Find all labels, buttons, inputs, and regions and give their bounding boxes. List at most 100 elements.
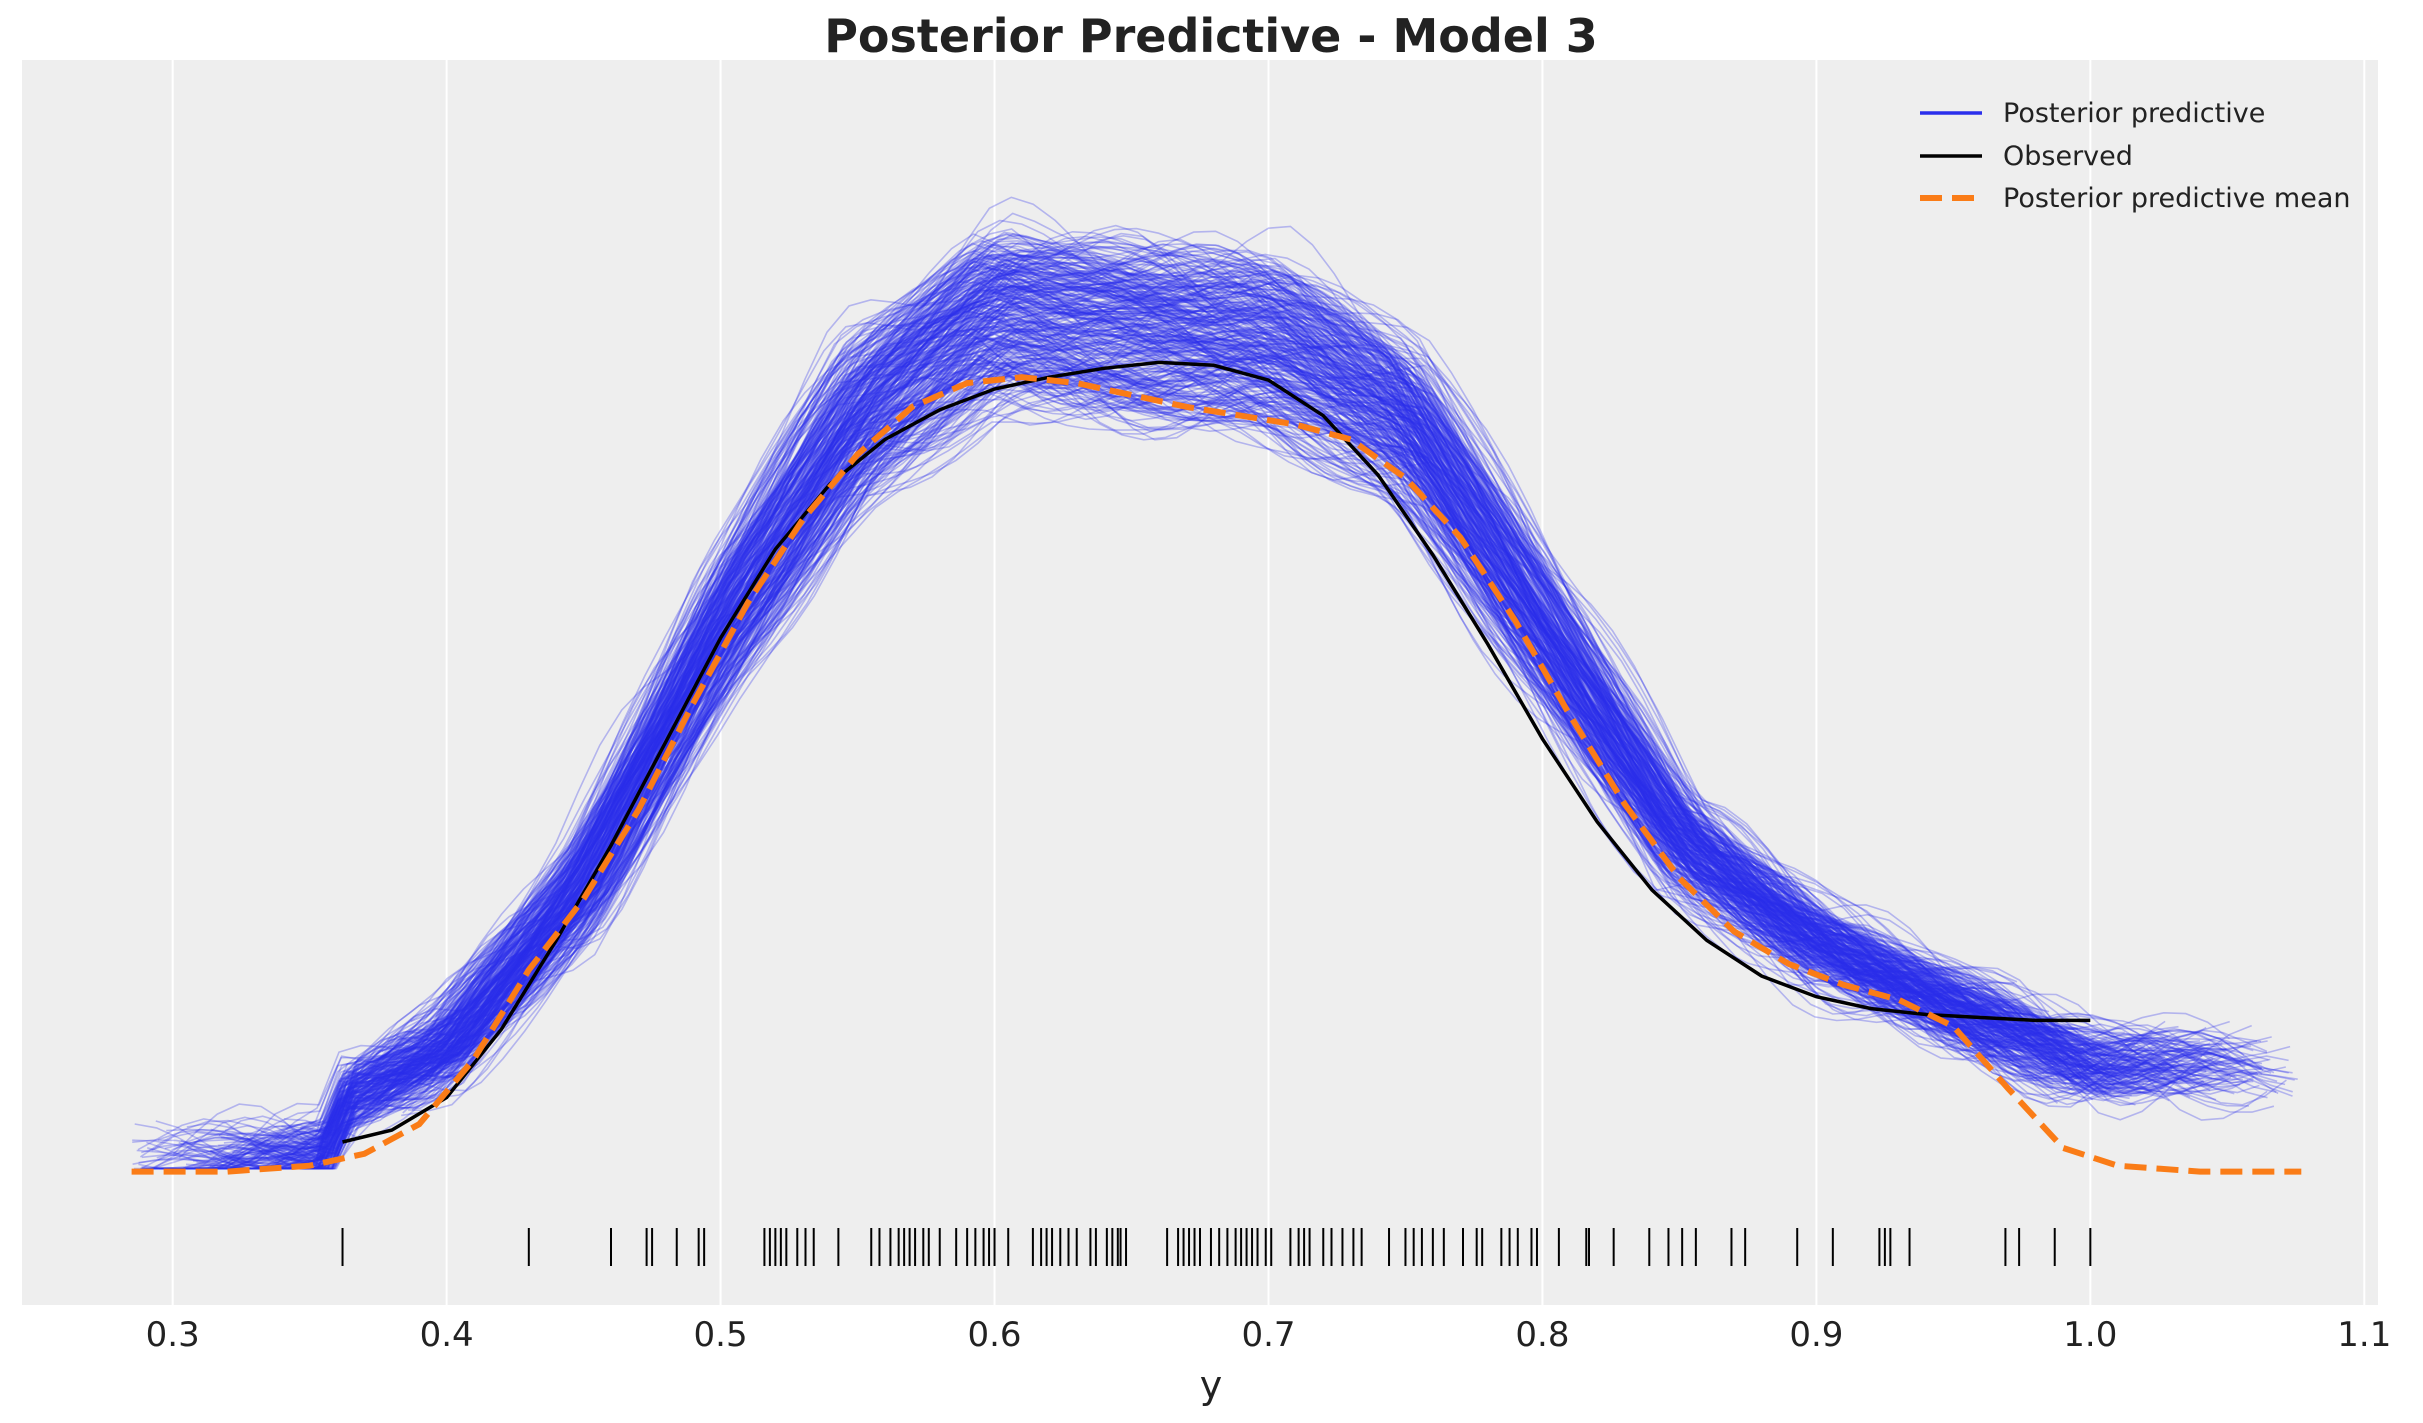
posterior-predictive-draw	[221, 284, 2150, 1160]
posterior-predictive-draw	[145, 260, 2097, 1170]
posterior-predictive-draw	[285, 391, 2083, 1156]
posterior-predictive-draw	[332, 304, 2197, 1149]
legend-label-observed: Observed	[2003, 141, 2133, 172]
posterior-predictive-draw	[184, 341, 2136, 1170]
posterior-predictive-draw	[299, 278, 1967, 1129]
posterior-predictive-draw	[293, 372, 1982, 1167]
posterior-predictive-draw	[178, 270, 2152, 1170]
posterior-predictive-draw	[277, 325, 2141, 1162]
posterior-predictive-draw	[321, 371, 2252, 1123]
posterior-predictive-draw	[270, 309, 2112, 1170]
posterior-predictive-draw	[193, 250, 2145, 1170]
posterior-predictive-draw	[374, 279, 1998, 1070]
posterior-predictive-draw	[231, 349, 2249, 1170]
x-tick-label: 0.7	[1241, 1315, 1295, 1355]
x-tick-label: 0.8	[1515, 1315, 1569, 1355]
posterior-predictive-draw	[175, 333, 1995, 1170]
posterior-predictive-draw	[304, 354, 2168, 1141]
posterior-predictive-draw	[173, 232, 2169, 1170]
posterior-predictive-draw	[390, 255, 2211, 1092]
posterior-predictive-draw	[444, 265, 2111, 1055]
posterior-predictive-draw	[266, 318, 2152, 1165]
posterior-predictive-draw	[402, 344, 2135, 1114]
posterior-predictive-draw	[180, 310, 2088, 1170]
posterior-predictive-draw	[381, 233, 2092, 1053]
posterior-predictive-draw	[248, 269, 2068, 1154]
posterior-predictive-draw	[307, 291, 2105, 1142]
posterior-predictive-draw	[155, 297, 2217, 1170]
posterior-predictive-draw	[312, 357, 2155, 1145]
posterior-predictive-mean-series-line	[131, 374, 2302, 1175]
posterior-predictive-draw	[168, 304, 2142, 1170]
posterior-predictive-draw	[209, 260, 2227, 1153]
posterior-predictive-draw	[288, 228, 2087, 1170]
posterior-predictive-draw	[400, 352, 2066, 1065]
posterior-predictive-draw	[132, 268, 1996, 1170]
posterior-predictive-draw	[137, 283, 2068, 1170]
posterior-predictive-draw	[249, 357, 2179, 1170]
posterior-predictive-draw	[353, 252, 2196, 1123]
posterior-predictive-draw	[210, 219, 2140, 1170]
posterior-predictive-draw	[141, 240, 2246, 1165]
posterior-predictive-draw	[286, 281, 2041, 1146]
posterior-predictive-draw	[387, 316, 2207, 1114]
posterior-predictive-draw	[295, 265, 2050, 1170]
posterior-predictive-draw	[318, 296, 2073, 1152]
posterior-predictive-draw	[209, 250, 2008, 1170]
posterior-predictive-draw	[164, 262, 2029, 1150]
posterior-predictive-draw	[290, 253, 2264, 1170]
posterior-predictive-draw	[370, 337, 2279, 1095]
posterior-predictive-draw	[410, 276, 1990, 1049]
posterior-predictive-draw	[338, 285, 2203, 1094]
posterior-predictive-draw	[313, 298, 2002, 1170]
posterior-predictive-draw	[364, 374, 2031, 1102]
posterior-predictive-draw	[151, 311, 2213, 1152]
posterior-predictive-draw	[364, 353, 2053, 1085]
posterior-predictive-draw	[455, 289, 2080, 1078]
posterior-predictive-draw	[435, 357, 1992, 1072]
posterior-predictive-draw	[317, 269, 2117, 1162]
posterior-predictive-draw	[134, 284, 2064, 1170]
posterior-predictive-draw	[161, 363, 2113, 1170]
posterior-predictive-draw	[143, 352, 2204, 1170]
posterior-predictive-draw	[425, 355, 2093, 1081]
posterior-predictive-draw	[354, 306, 2153, 1081]
posterior-predictive-draw	[169, 303, 2252, 1170]
posterior-predictive-draw	[277, 281, 2207, 1157]
posterior-predictive-draw	[249, 306, 2091, 1138]
legend-label-posterior-predictive-mean: Posterior predictive mean	[2003, 183, 2350, 214]
posterior-predictive-draw	[264, 304, 2041, 1162]
posterior-predictive-draw	[281, 283, 2211, 1141]
posterior-predictive-draw	[375, 284, 1976, 1091]
posterior-predictive-draw	[146, 283, 2099, 1170]
posterior-predictive-draw	[235, 288, 2121, 1169]
posterior-predictive-draw	[435, 302, 2124, 1089]
posterior-predictive-draw	[365, 285, 2207, 1083]
posterior-predictive-draw	[435, 282, 2059, 1104]
chart-title: Posterior Predictive - Model 3	[824, 9, 1598, 63]
posterior-predictive-draw	[388, 258, 2230, 1068]
posterior-predictive-draw	[433, 309, 2254, 1063]
posterior-predictive-draw	[303, 319, 2211, 1143]
x-tick-label: 1.1	[2337, 1315, 2391, 1355]
posterior-predictive-draw	[369, 349, 1992, 1109]
posterior-predictive-draw	[368, 231, 2254, 1104]
posterior-predictive-draw	[390, 262, 2210, 1089]
posterior-predictive-draw	[301, 346, 2275, 1129]
posterior-predictive-draw	[372, 329, 1995, 1103]
posterior-predictive-draw	[218, 304, 1994, 1159]
x-tick-label: 0.5	[694, 1315, 748, 1355]
posterior-predictive-draw	[141, 245, 2246, 1165]
posterior-predictive-draw	[394, 329, 2237, 1087]
posterior-predictive-draw	[275, 290, 2161, 1147]
posterior-predictive-draw	[260, 304, 2015, 1159]
x-tick-label: 0.6	[967, 1315, 1021, 1355]
plot-background	[22, 60, 2378, 1305]
posterior-predictive-draw	[351, 256, 2063, 1127]
posterior-predictive-draw	[231, 307, 2227, 1154]
posterior-predictive-draw	[393, 369, 2235, 1101]
posterior-predictive-draw	[448, 294, 2116, 1095]
posterior-predictive-draw	[209, 320, 2183, 1167]
posterior-predictive-draw	[274, 341, 2006, 1142]
posterior-predictive-draw	[279, 343, 2275, 1170]
